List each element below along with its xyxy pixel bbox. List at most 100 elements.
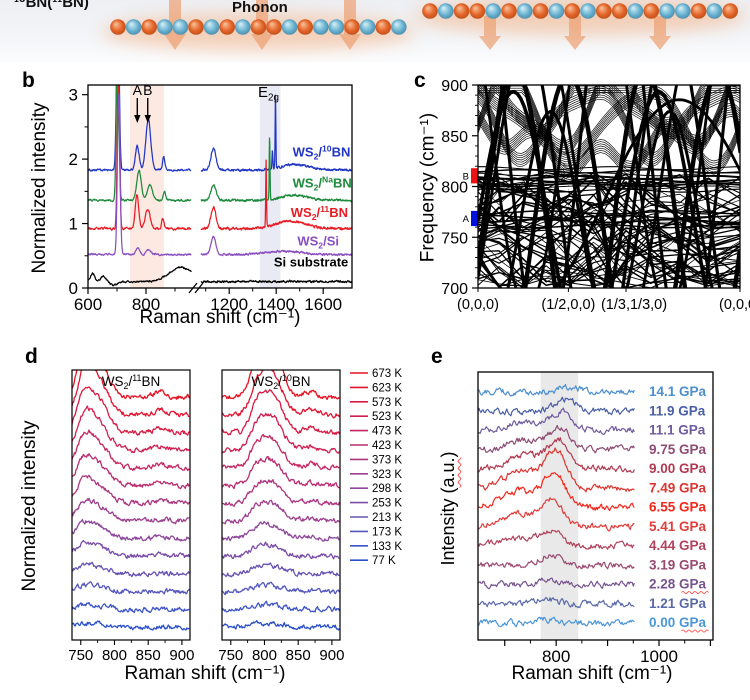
nitrogen-atom-icon [485, 3, 502, 19]
legend-label: 213 K [372, 512, 402, 524]
x-tick-label: 750 [218, 647, 243, 664]
pressure-label: 4.44 GPa [649, 538, 707, 553]
nitrogen-atom-icon [517, 3, 533, 19]
boron-atom-icon [453, 3, 470, 19]
legend-label: 77 K [372, 555, 396, 567]
spectrum-673K [222, 370, 340, 401]
spectrum-173K [222, 581, 340, 596]
pressure-label: 14.1 GPa [649, 384, 707, 399]
spectra-group-ws2-10bn [222, 370, 340, 631]
y-tick-label: 750 [441, 230, 468, 247]
x-tick-label: 900 [319, 647, 344, 664]
spectrum-623K [72, 370, 190, 418]
x-tick-label: (1/3,1/3,0) [601, 297, 667, 313]
plot-frame [477, 371, 714, 641]
series-label-ws2-si: WS2/Si [297, 233, 339, 250]
mode-marker-label-B: B [463, 171, 469, 182]
spectrum-77K [72, 620, 190, 631]
spectrum-6.55GPa [478, 472, 635, 512]
nitrogen-atom-icon [359, 19, 376, 35]
boron-atom-icon [297, 19, 314, 35]
spectrum-7.49GPa [478, 447, 635, 493]
pressure-label: 2.28 GPa [649, 577, 707, 592]
panel-e-xlabel: Raman shift (cm⁻¹) [511, 663, 673, 684]
pressure-label: 0.00 GPa [649, 615, 707, 630]
peak-annotation-A: A [133, 82, 143, 98]
panel-e-ylabel: Intensity (a.u.) [438, 451, 458, 566]
nitrogen-atom-icon [281, 19, 298, 35]
spectrum-4.44GPa [478, 529, 635, 550]
spectrum-298K [72, 518, 190, 542]
temperature-spectra-chart: 750 800 850 900 WS2/11BN 750 800 850 900 WS2/10BN… [68, 368, 402, 664]
x-tick-label: 800 [542, 647, 570, 666]
nitrogen-atom-icon [203, 19, 220, 35]
spectrum-133K [222, 600, 340, 613]
spectrum-ws2-11bn [88, 85, 192, 231]
legend-label: 673 K [372, 368, 402, 380]
boron-atom-icon [596, 3, 612, 19]
legend-label: 253 K [372, 498, 402, 510]
boron-atom-icon [722, 3, 738, 19]
arrow-down-icon [144, 115, 151, 123]
nitrogen-atom-icon [235, 19, 251, 35]
spectra-group-ws2-11bn [72, 370, 190, 631]
panel-a-strip: ¹⁰BN(¹¹BN) Phonon [0, 0, 750, 62]
spectrum-373K [222, 479, 340, 508]
spectrum-si-substrate [88, 266, 192, 287]
spectrum-14.1GPa [478, 383, 635, 397]
panel-d-xlabel: Raman shift (cm⁻¹) [124, 663, 286, 684]
panel-letter-b: b [22, 69, 35, 92]
pressure-label: 3.19 GPa [649, 557, 707, 572]
boron-atom-icon [564, 3, 580, 19]
spectrum-323K [72, 497, 190, 525]
spectrum-213K [222, 562, 340, 578]
phonon-arrow-icon [649, 16, 671, 50]
spectrum-673K [72, 370, 190, 400]
panel-d-ylabel: Normalized intensity [19, 420, 40, 592]
spectrum-423K [222, 455, 340, 490]
panel-letter-e: e [431, 345, 443, 368]
boron-atom-icon [532, 3, 549, 19]
phonon-dispersion-chart: 700 750 800 850 900 B A (0,0,0) (1/2,0,0) (1/3,1/… [441, 78, 750, 313]
series-label-ws2-10bn: WS2/10BN [293, 144, 351, 162]
x-tick-label: 600 [74, 295, 102, 314]
mode-annotation-e2g: E2g [258, 84, 279, 103]
y-tick-label: 3 [69, 86, 78, 105]
spectrum-77K [222, 619, 340, 631]
phonon-arrow-icon [479, 16, 501, 50]
panel-letter-d: d [25, 345, 38, 368]
pressure-label: 11.9 GPa [649, 403, 706, 418]
spectrum-623K [222, 370, 340, 419]
spectrum-9.00GPa [478, 437, 635, 473]
legend-label: 523 K [372, 411, 402, 423]
panel-c-ylabel: Frequency (cm⁻¹) [417, 112, 439, 263]
plot-frame [71, 369, 191, 641]
series-label-ws2-nabn: WS2/NaBN [293, 175, 352, 193]
boron-atom-icon [188, 19, 204, 35]
y-tick-label: 0 [69, 279, 78, 298]
raman-spectra-chart: WS2/10BN WS2/NaBN WS2/11BN WS2/Si Si substra… [69, 82, 353, 314]
y-tick-label: 800 [441, 180, 468, 197]
x-tick-label: 850 [286, 647, 311, 664]
spectrum-ws2-10bn [88, 85, 192, 173]
y-tick-label: 700 [441, 281, 468, 298]
nitrogen-atom-icon [548, 3, 565, 19]
nitrogen-atom-icon [172, 19, 189, 35]
spectrum-253K [72, 539, 190, 560]
y-tick-label: 850 [441, 129, 468, 146]
boron-atom-icon [643, 3, 659, 19]
spectrum-573K [72, 386, 190, 436]
spectrum-1.21GPa [478, 596, 635, 609]
spectrum-3.19GPa [478, 554, 635, 570]
panel-letter-c: c [414, 69, 426, 92]
legend-label: 573 K [372, 397, 402, 409]
spectrum-ws2-si [88, 93, 192, 257]
spectrum-373K [72, 474, 190, 507]
boron-atom-icon [375, 19, 392, 35]
spectrum-ws2-si [200, 235, 352, 257]
pressure-label: 5.41 GPa [649, 519, 707, 534]
boron-atom-icon [344, 19, 360, 35]
spectrum-ws2-nabn [200, 137, 352, 203]
x-tick-label: (0,0,0) [719, 297, 750, 313]
